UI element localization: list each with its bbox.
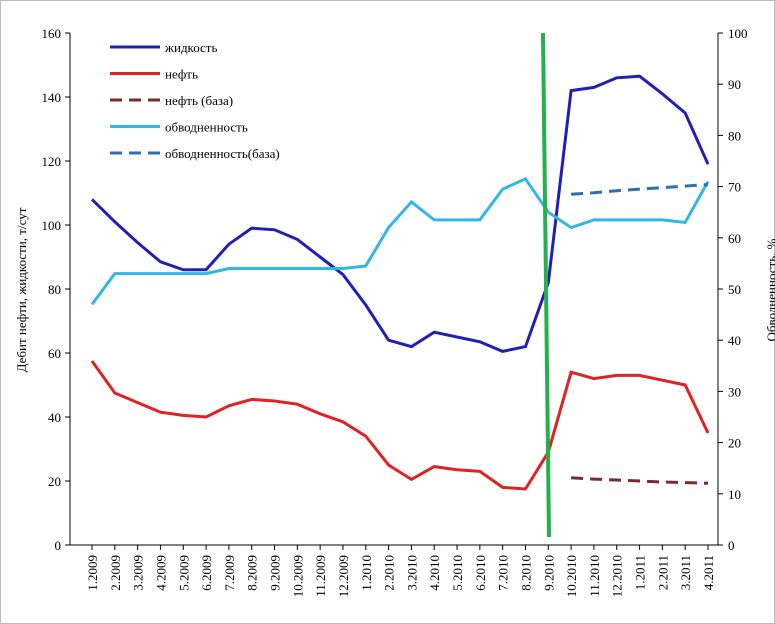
y-tick-label: 140 — [42, 90, 62, 105]
y2-tick-label: 80 — [728, 128, 741, 143]
x-tick-label: 3.2011 — [678, 555, 693, 590]
x-tick-label: 4.2009 — [153, 555, 168, 591]
series-line — [90, 74, 710, 353]
marker-line — [541, 32, 551, 538]
y2-tick-label: 90 — [728, 77, 741, 92]
y2-tick-label: 70 — [728, 180, 741, 195]
x-tick-label: 6.2009 — [199, 555, 214, 591]
x-tick-label: 2.2011 — [655, 555, 670, 590]
legend-label: жидкость — [164, 40, 217, 55]
x-tick-label: 9.2009 — [268, 555, 283, 591]
y2-tick-label: 0 — [728, 538, 735, 553]
y2-axis-label: Обводненность, % — [764, 238, 775, 341]
y-tick-label: 20 — [48, 474, 61, 489]
y-tick-label: 80 — [48, 282, 61, 297]
y-tick-label: 40 — [48, 410, 61, 425]
y2-tick-label: 40 — [728, 333, 741, 348]
x-tick-label: 1.2009 — [85, 555, 100, 591]
x-tick-label: 1.2010 — [359, 555, 374, 591]
y-tick-label: 100 — [42, 218, 62, 233]
x-tick-label: 4.2010 — [427, 555, 442, 591]
x-tick-label: 3.2010 — [404, 555, 419, 591]
x-tick-label: 10.2009 — [290, 555, 305, 597]
x-tick-label: 8.2010 — [518, 555, 533, 591]
legend-label: нефть (база) — [165, 93, 233, 108]
x-tick-label: 2.2010 — [382, 555, 397, 591]
x-tick-label: 3.2009 — [131, 555, 146, 591]
y-tick-label: 120 — [42, 154, 62, 169]
legend-label: обводненность(база) — [165, 146, 280, 161]
x-tick-label: 11.2010 — [587, 555, 602, 597]
x-tick-label: 7.2009 — [222, 555, 237, 591]
legend-label: обводненность — [165, 120, 248, 135]
y2-tick-label: 60 — [728, 231, 741, 246]
x-tick-label: 4.2011 — [701, 555, 716, 590]
series-line — [571, 183, 709, 196]
y2-tick-label: 100 — [728, 26, 748, 41]
x-tick-label: 7.2010 — [496, 555, 511, 591]
x-tick-label: 11.2009 — [313, 555, 328, 597]
x-tick-label: 5.2009 — [176, 555, 191, 591]
y2-tick-label: 30 — [728, 384, 741, 399]
legend-label: нефть — [165, 67, 198, 82]
y-tick-label: 160 — [42, 26, 62, 41]
x-tick-label: 5.2010 — [450, 555, 465, 591]
y2-tick-label: 10 — [728, 487, 741, 502]
y-axis-label: Дебит нефти, жидкости, т/сут — [14, 207, 29, 372]
y2-tick-label: 20 — [728, 436, 741, 451]
y-tick-label: 60 — [48, 346, 61, 361]
x-tick-label: 1.2011 — [633, 555, 648, 590]
x-tick-label: 9.2010 — [541, 555, 556, 591]
x-tick-label: 6.2010 — [473, 555, 488, 591]
series-line — [90, 360, 710, 491]
x-tick-label: 10.2010 — [564, 555, 579, 597]
series-line — [90, 177, 710, 306]
series-line — [571, 476, 709, 485]
y2-tick-label: 50 — [728, 282, 741, 297]
y-tick-label: 0 — [55, 538, 62, 553]
x-tick-label: 2.2009 — [108, 555, 123, 591]
x-tick-label: 12.2010 — [610, 555, 625, 597]
x-tick-label: 8.2009 — [245, 555, 260, 591]
x-tick-label: 12.2009 — [336, 555, 351, 597]
